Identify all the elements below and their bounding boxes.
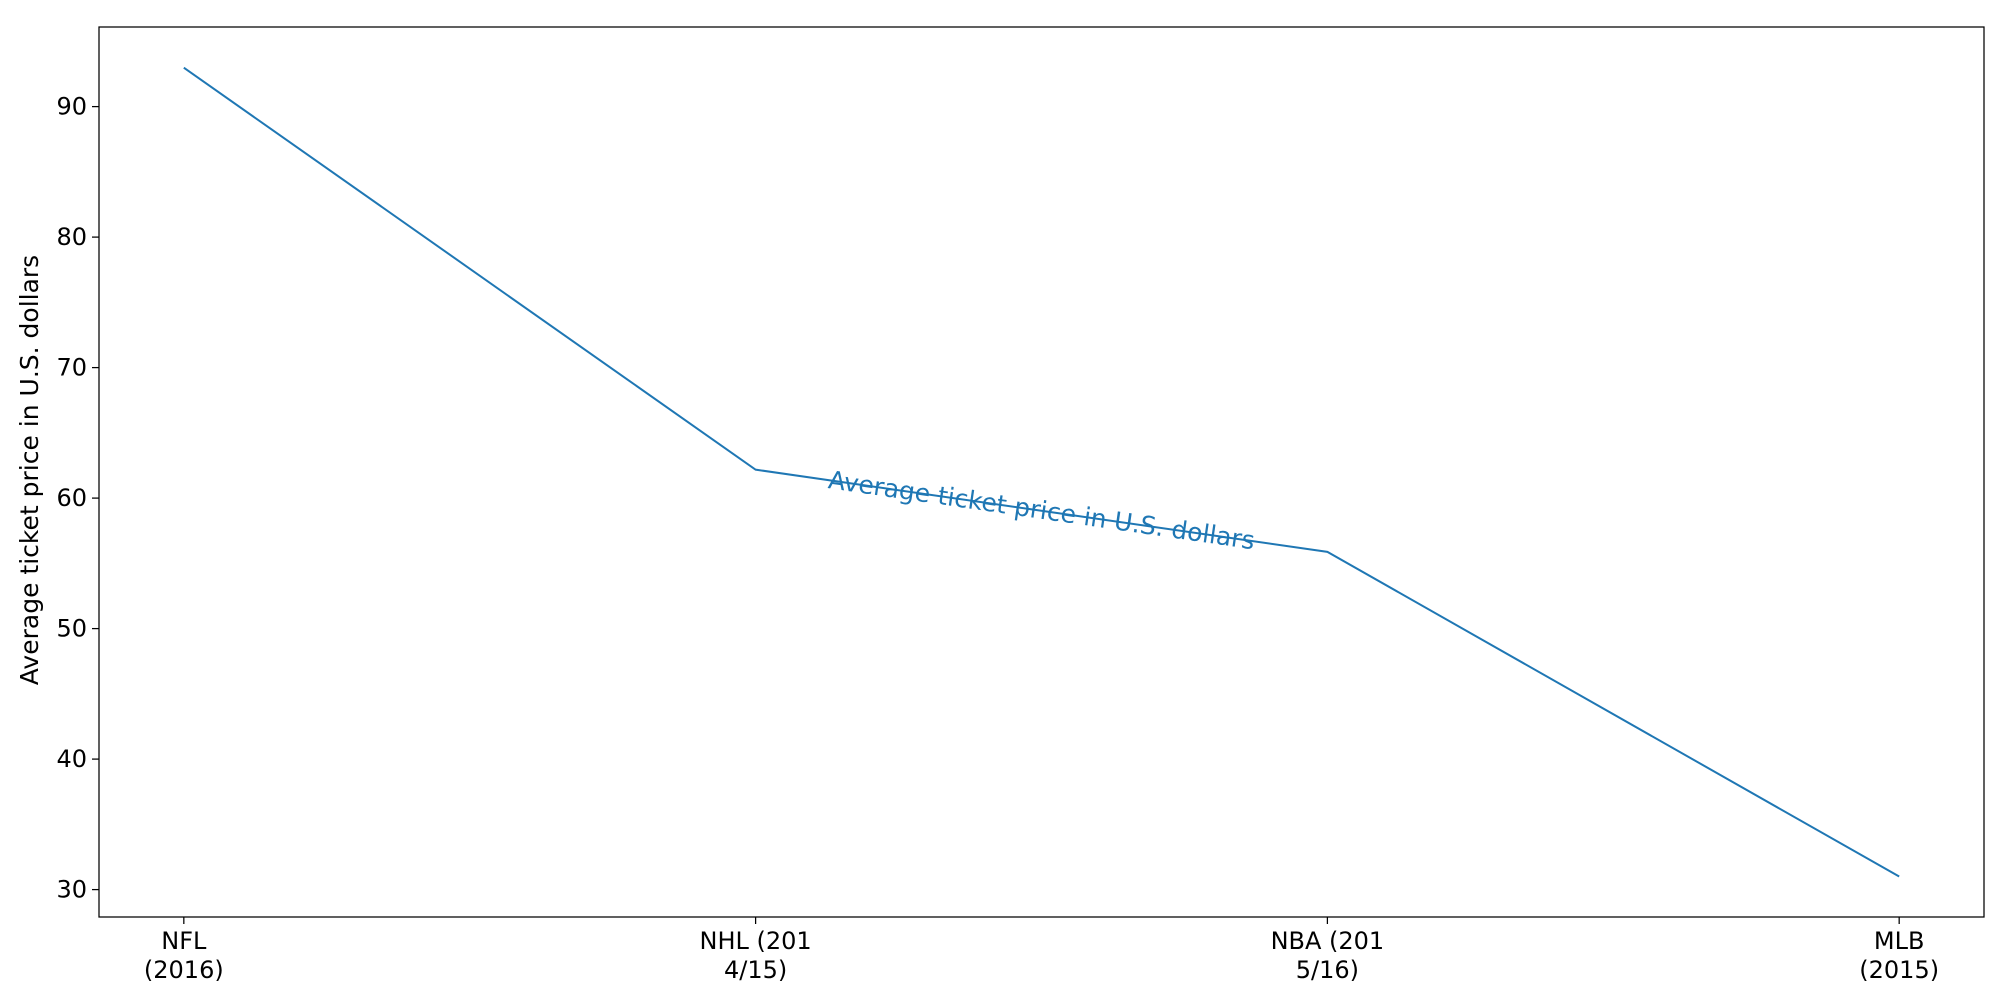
x-tick-label: MLB (2015) — [1859, 927, 1939, 984]
x-tick-label: NBA (201 5/16) — [1271, 927, 1385, 984]
y-tick-label: 40 — [56, 745, 87, 773]
y-tick-label: 60 — [56, 484, 87, 512]
y-tick-label: 50 — [56, 615, 87, 643]
y-tick-label: 80 — [56, 223, 87, 251]
series-line — [183, 66, 1900, 878]
y-tick-label: 70 — [56, 354, 87, 382]
y-axis-title: Average ticket price in U.S. dollars — [15, 255, 44, 685]
x-tick-label: NFL (2016) — [144, 927, 224, 984]
y-tick-label: 90 — [56, 93, 87, 121]
y-tick-label: 30 — [56, 876, 87, 904]
plot-frame — [98, 26, 1985, 918]
x-tick-label: NHL (201 4/15) — [700, 927, 812, 984]
